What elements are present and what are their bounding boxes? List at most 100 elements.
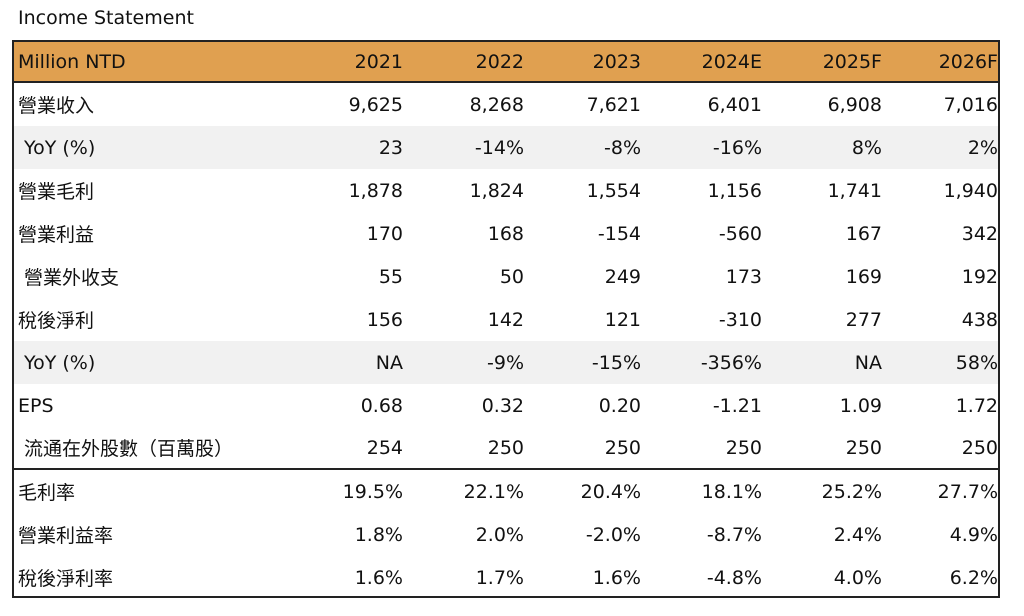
table-cell: 27.7% xyxy=(937,480,998,503)
table-row-gross-margin: 毛利率 19.5% 22.1% 20.4% 18.1% 25.2% 27.7% xyxy=(14,470,998,513)
row-label: EPS xyxy=(18,394,54,417)
table-cell: -8% xyxy=(604,136,641,159)
header-year-2025f: 2025F xyxy=(822,50,882,73)
table-cell: 342 xyxy=(961,222,998,245)
table-row-shares-outstanding: 流通在外股數（百萬股） 254 250 250 250 250 250 xyxy=(14,427,998,470)
table-cell: 254 xyxy=(366,436,403,459)
table-cell: 1,741 xyxy=(827,179,882,202)
table-cell: 0.68 xyxy=(360,394,403,417)
header-year-2021: 2021 xyxy=(354,50,403,73)
table-cell: 1.6% xyxy=(354,566,403,589)
header-year-2026f: 2026F xyxy=(938,50,998,73)
table-row-non-operating: 營業外收支 55 50 249 173 169 192 xyxy=(14,255,998,298)
header-year-2024e: 2024E xyxy=(701,50,762,73)
table-cell: 250 xyxy=(961,436,998,459)
table-cell: 250 xyxy=(845,436,882,459)
table-row-net-margin: 稅後淨利率 1.6% 1.7% 1.6% -4.8% 4.0% 6.2% xyxy=(14,556,998,599)
table-cell: -356% xyxy=(700,351,762,374)
table-cell: 9,625 xyxy=(348,93,403,116)
table-cell: 167 xyxy=(845,222,882,245)
table-row-eps: EPS 0.68 0.32 0.20 -1.21 1.09 1.72 xyxy=(14,384,998,427)
table-cell: 55 xyxy=(378,265,403,288)
table-cell: 192 xyxy=(961,265,998,288)
table-cell: -310 xyxy=(718,308,762,331)
table-cell: 1,940 xyxy=(943,179,998,202)
table-row-net-income-yoy: YoY (%) NA -9% -15% -356% NA 58% xyxy=(14,341,998,384)
row-label: 營業毛利 xyxy=(18,181,95,203)
table-cell: 170 xyxy=(366,222,403,245)
table-cell: 6,908 xyxy=(827,93,882,116)
table-cell: 277 xyxy=(845,308,882,331)
row-label: YoY (%) xyxy=(24,351,96,374)
table-cell: 438 xyxy=(961,308,998,331)
table-cell: 6.2% xyxy=(949,566,998,589)
table-cell: -16% xyxy=(712,136,762,159)
header-year-2022: 2022 xyxy=(475,50,524,73)
table-row-gross-profit: 營業毛利 1,878 1,824 1,554 1,156 1,741 1,940 xyxy=(14,169,998,212)
table-cell: 0.32 xyxy=(481,394,524,417)
table-header-row: Million NTD 2021 2022 2023 2024E 2025F 2… xyxy=(14,42,998,83)
table-cell: 50 xyxy=(499,265,524,288)
table-row-operating-income: 營業利益 170 168 -154 -560 167 342 xyxy=(14,212,998,255)
table-row-revenue-yoy: YoY (%) 23 -14% -8% -16% 8% 2% xyxy=(14,126,998,169)
table-cell: -154 xyxy=(597,222,641,245)
table-cell: 0.20 xyxy=(598,394,641,417)
row-label: 營業外收支 xyxy=(24,267,120,289)
table-cell: 18.1% xyxy=(701,480,762,503)
row-label: 稅後淨利 xyxy=(18,310,95,332)
table-cell: -14% xyxy=(474,136,524,159)
table-cell: 156 xyxy=(366,308,403,331)
table-cell: 2.4% xyxy=(833,523,882,546)
table-cell: 1,156 xyxy=(707,179,762,202)
table-cell: -8.7% xyxy=(706,523,762,546)
row-label: 稅後淨利率 xyxy=(18,568,114,590)
table-cell: -2.0% xyxy=(585,523,641,546)
table-cell: 22.1% xyxy=(463,480,524,503)
header-year-2023: 2023 xyxy=(592,50,641,73)
table-cell: -560 xyxy=(718,222,762,245)
row-label: YoY (%) xyxy=(24,136,96,159)
row-label: 營業利益率 xyxy=(18,525,114,547)
table-cell: 2.0% xyxy=(475,523,524,546)
table-cell: 168 xyxy=(487,222,524,245)
table-cell: -1.21 xyxy=(712,394,762,417)
table-cell: 142 xyxy=(487,308,524,331)
income-statement-table: Million NTD 2021 2022 2023 2024E 2025F 2… xyxy=(12,40,1000,598)
table-cell: 2% xyxy=(967,136,998,159)
table-cell: 1,878 xyxy=(348,179,403,202)
table-cell: 8,268 xyxy=(469,93,524,116)
table-cell: 169 xyxy=(845,265,882,288)
table-cell: 250 xyxy=(725,436,762,459)
table-cell: 1.7% xyxy=(475,566,524,589)
table-cell: -9% xyxy=(487,351,524,374)
table-cell: 7,016 xyxy=(943,93,998,116)
table-cell: 1.09 xyxy=(839,394,882,417)
table-cell: 58% xyxy=(955,351,998,374)
table-cell: 173 xyxy=(725,265,762,288)
table-cell: 7,621 xyxy=(586,93,641,116)
table-cell: 1.6% xyxy=(592,566,641,589)
row-label: 流通在外股數（百萬股） xyxy=(24,438,234,460)
page-title: Income Statement xyxy=(18,7,194,29)
table-cell: -4.8% xyxy=(706,566,762,589)
table-cell: 4.0% xyxy=(833,566,882,589)
table-cell: 249 xyxy=(604,265,641,288)
table-cell: -15% xyxy=(591,351,641,374)
table-cell: 1,824 xyxy=(469,179,524,202)
table-cell: 1,554 xyxy=(586,179,641,202)
table-row-operating-margin: 營業利益率 1.8% 2.0% -2.0% -8.7% 2.4% 4.9% xyxy=(14,513,998,556)
row-label: 營業收入 xyxy=(18,95,95,117)
table-cell: 19.5% xyxy=(342,480,403,503)
row-label: 毛利率 xyxy=(18,482,76,504)
table-cell: NA xyxy=(854,351,882,374)
table-cell: 250 xyxy=(487,436,524,459)
table-cell: 1.8% xyxy=(354,523,403,546)
table-cell: 25.2% xyxy=(821,480,882,503)
table-row-net-income: 稅後淨利 156 142 121 -310 277 438 xyxy=(14,298,998,341)
table-cell: 250 xyxy=(604,436,641,459)
table-cell: 121 xyxy=(604,308,641,331)
table-row-revenue: 營業收入 9,625 8,268 7,621 6,401 6,908 7,016 xyxy=(14,83,998,126)
table-cell: 1.72 xyxy=(955,394,998,417)
table-cell: 20.4% xyxy=(580,480,641,503)
table-cell: 6,401 xyxy=(707,93,762,116)
